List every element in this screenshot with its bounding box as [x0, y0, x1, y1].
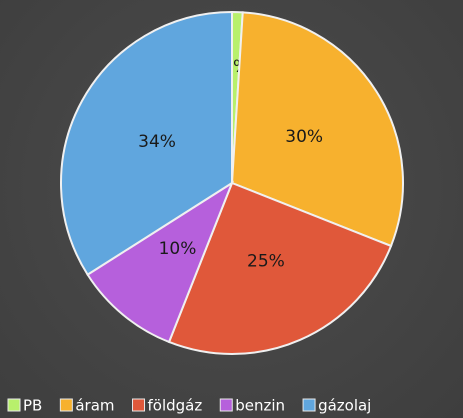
data-label: 30% [285, 127, 323, 147]
legend-swatch [219, 398, 233, 412]
legend-label: benzin [235, 397, 285, 415]
legend-swatch [132, 398, 146, 412]
legend-swatch [302, 398, 316, 412]
pie-slice [167, 181, 393, 355]
pie-slice [60, 10, 233, 277]
data-label: 25% [247, 251, 285, 271]
pie-slice [230, 11, 404, 248]
data-label: 10% [159, 239, 197, 259]
pie-slice [86, 180, 235, 344]
legend-label: földgáz [148, 397, 203, 415]
legend-swatch [7, 398, 21, 412]
legend-label: gázolaj [318, 397, 371, 415]
legend-label: áram [75, 397, 114, 415]
data-label: 34% [138, 132, 176, 152]
legend-label: PB [23, 397, 42, 415]
legend-swatch [59, 398, 73, 412]
